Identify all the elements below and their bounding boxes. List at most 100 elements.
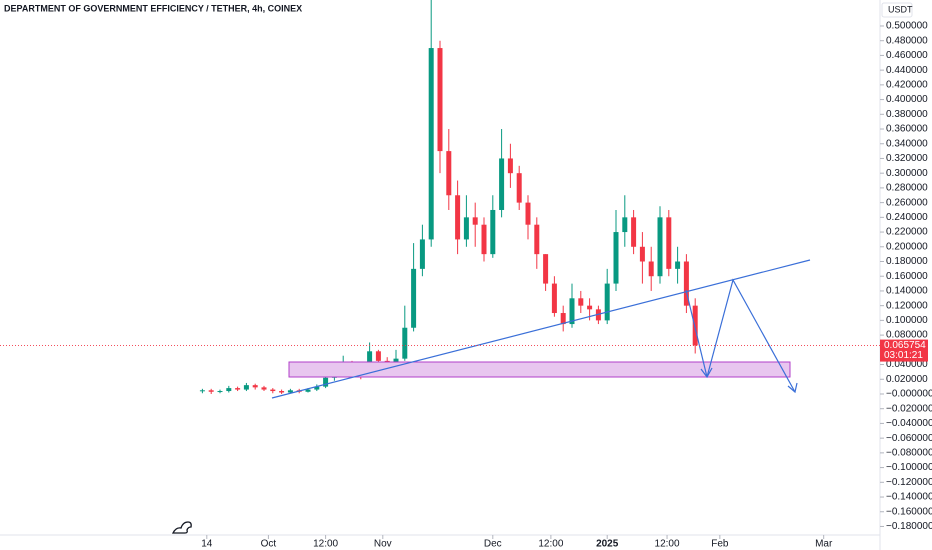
y-tick-label: 0.320000: [886, 153, 928, 164]
y-tick-label: 0.140000: [886, 286, 928, 297]
candle-body: [375, 351, 381, 361]
unit-badge: [881, 2, 913, 18]
logo: [171, 521, 192, 534]
candle-body: [613, 232, 619, 284]
candle-body: [323, 377, 329, 387]
candle-body: [199, 390, 205, 392]
projection-path: [685, 278, 796, 393]
candle-body: [525, 202, 531, 225]
candle-body: [569, 298, 575, 325]
candle-body: [551, 283, 557, 314]
candle-body: [235, 388, 241, 390]
y-tick-label: 0.020000: [886, 374, 928, 385]
unit-label: USDT: [888, 4, 913, 14]
candle-body: [543, 254, 549, 284]
x-tick-label: 2025: [596, 539, 619, 550]
x-tick-label: Feb: [711, 539, 729, 550]
x-tick-label: 14: [201, 539, 213, 550]
candle-body: [455, 195, 461, 240]
candle-body: [604, 283, 610, 321]
y-tick-label: 0.120000: [886, 300, 928, 311]
candle-body: [252, 385, 258, 388]
x-tick-label: 12:00: [655, 539, 680, 550]
candle-body: [683, 261, 689, 306]
y-tick-label: 0.100000: [886, 315, 928, 326]
y-tick-label: 0.460000: [886, 50, 928, 61]
y-tick-label: −0.080000: [886, 448, 932, 459]
y-tick-label: 0.400000: [886, 94, 928, 105]
y-tick-label: 0.360000: [886, 124, 928, 135]
candle-body: [428, 48, 434, 240]
candle-body: [692, 305, 698, 346]
y-tick-label: 0.420000: [886, 80, 928, 91]
y-tick-label: −0.120000: [886, 477, 932, 488]
candle-body: [402, 327, 408, 359]
candle-body: [560, 313, 566, 325]
last-price-badge: [880, 339, 928, 362]
y-tick-label: 0.180000: [886, 256, 928, 267]
candle-body: [446, 151, 452, 196]
y-tick-label: 0.380000: [886, 109, 928, 120]
candle-body: [516, 173, 522, 203]
y-tick-label: 0.240000: [886, 212, 928, 223]
candle-body: [411, 268, 417, 328]
candle-body: [472, 217, 478, 225]
y-tick-label: 0.340000: [886, 138, 928, 149]
zone-rectangle: [288, 361, 791, 378]
y-tick-label: −0.100000: [886, 462, 932, 473]
candle-body: [639, 246, 645, 262]
y-tick-label: 0.220000: [886, 227, 928, 238]
candle-body: [481, 224, 487, 255]
y-tick-label: 0.160000: [886, 271, 928, 282]
y-tick-label: −0.000000: [886, 389, 932, 400]
candle-body: [305, 389, 311, 392]
candle-body: [226, 388, 232, 392]
y-tick-label: 0.080000: [886, 330, 928, 341]
y-tick-label: −0.040000: [886, 418, 932, 429]
y-tick-label: 0.280000: [886, 183, 928, 194]
y-tick-label: −0.160000: [886, 506, 932, 517]
y-tick-label: −0.140000: [886, 492, 932, 503]
candle-body: [622, 217, 628, 233]
y-tick-label: 0.500000: [886, 21, 928, 32]
candle-body: [499, 158, 505, 210]
chart-title: DEPARTMENT OF GOVERNMENT EFFICIENCY / TE…: [4, 3, 302, 13]
candle-body: [419, 239, 425, 269]
candle-body: [270, 389, 276, 392]
y-tick-label: −0.020000: [886, 403, 932, 414]
candle-body: [287, 390, 293, 393]
y-tick-label: 0.480000: [886, 35, 928, 46]
candle-body: [208, 390, 214, 392]
candle-body: [463, 217, 469, 240]
candle-body: [578, 298, 584, 306]
candle-body: [490, 209, 496, 255]
candle-body: [666, 217, 672, 269]
arrow-head: [700, 367, 713, 379]
last-price-label: 0.065754: [884, 340, 926, 351]
y-tick-label: 0.200000: [886, 241, 928, 252]
y-tick-label: 0.440000: [886, 65, 928, 76]
candle-body: [261, 387, 267, 390]
candle-body: [657, 217, 663, 277]
candle-body: [534, 224, 540, 255]
trend-line: [271, 259, 811, 399]
arrow-head: [787, 382, 798, 394]
candle-body: [279, 391, 285, 393]
y-tick-label: 0.300000: [886, 168, 928, 179]
candle-body: [648, 261, 654, 277]
candle-body: [587, 305, 593, 310]
y-tick-label: −0.060000: [886, 433, 932, 444]
candle-body: [507, 158, 513, 174]
y-tick-label: 0.040000: [886, 359, 928, 370]
candle-body: [243, 385, 249, 390]
x-tick-label: 12:00: [538, 539, 563, 550]
candle-body: [437, 48, 443, 152]
x-tick-label: Oct: [261, 539, 277, 550]
x-tick-label: Nov: [374, 539, 392, 550]
y-tick-label: 0.260000: [886, 197, 928, 208]
candle-body: [631, 217, 637, 247]
countdown-label: 03:01:21: [884, 350, 923, 361]
y-tick-label: −0.180000: [886, 521, 932, 532]
